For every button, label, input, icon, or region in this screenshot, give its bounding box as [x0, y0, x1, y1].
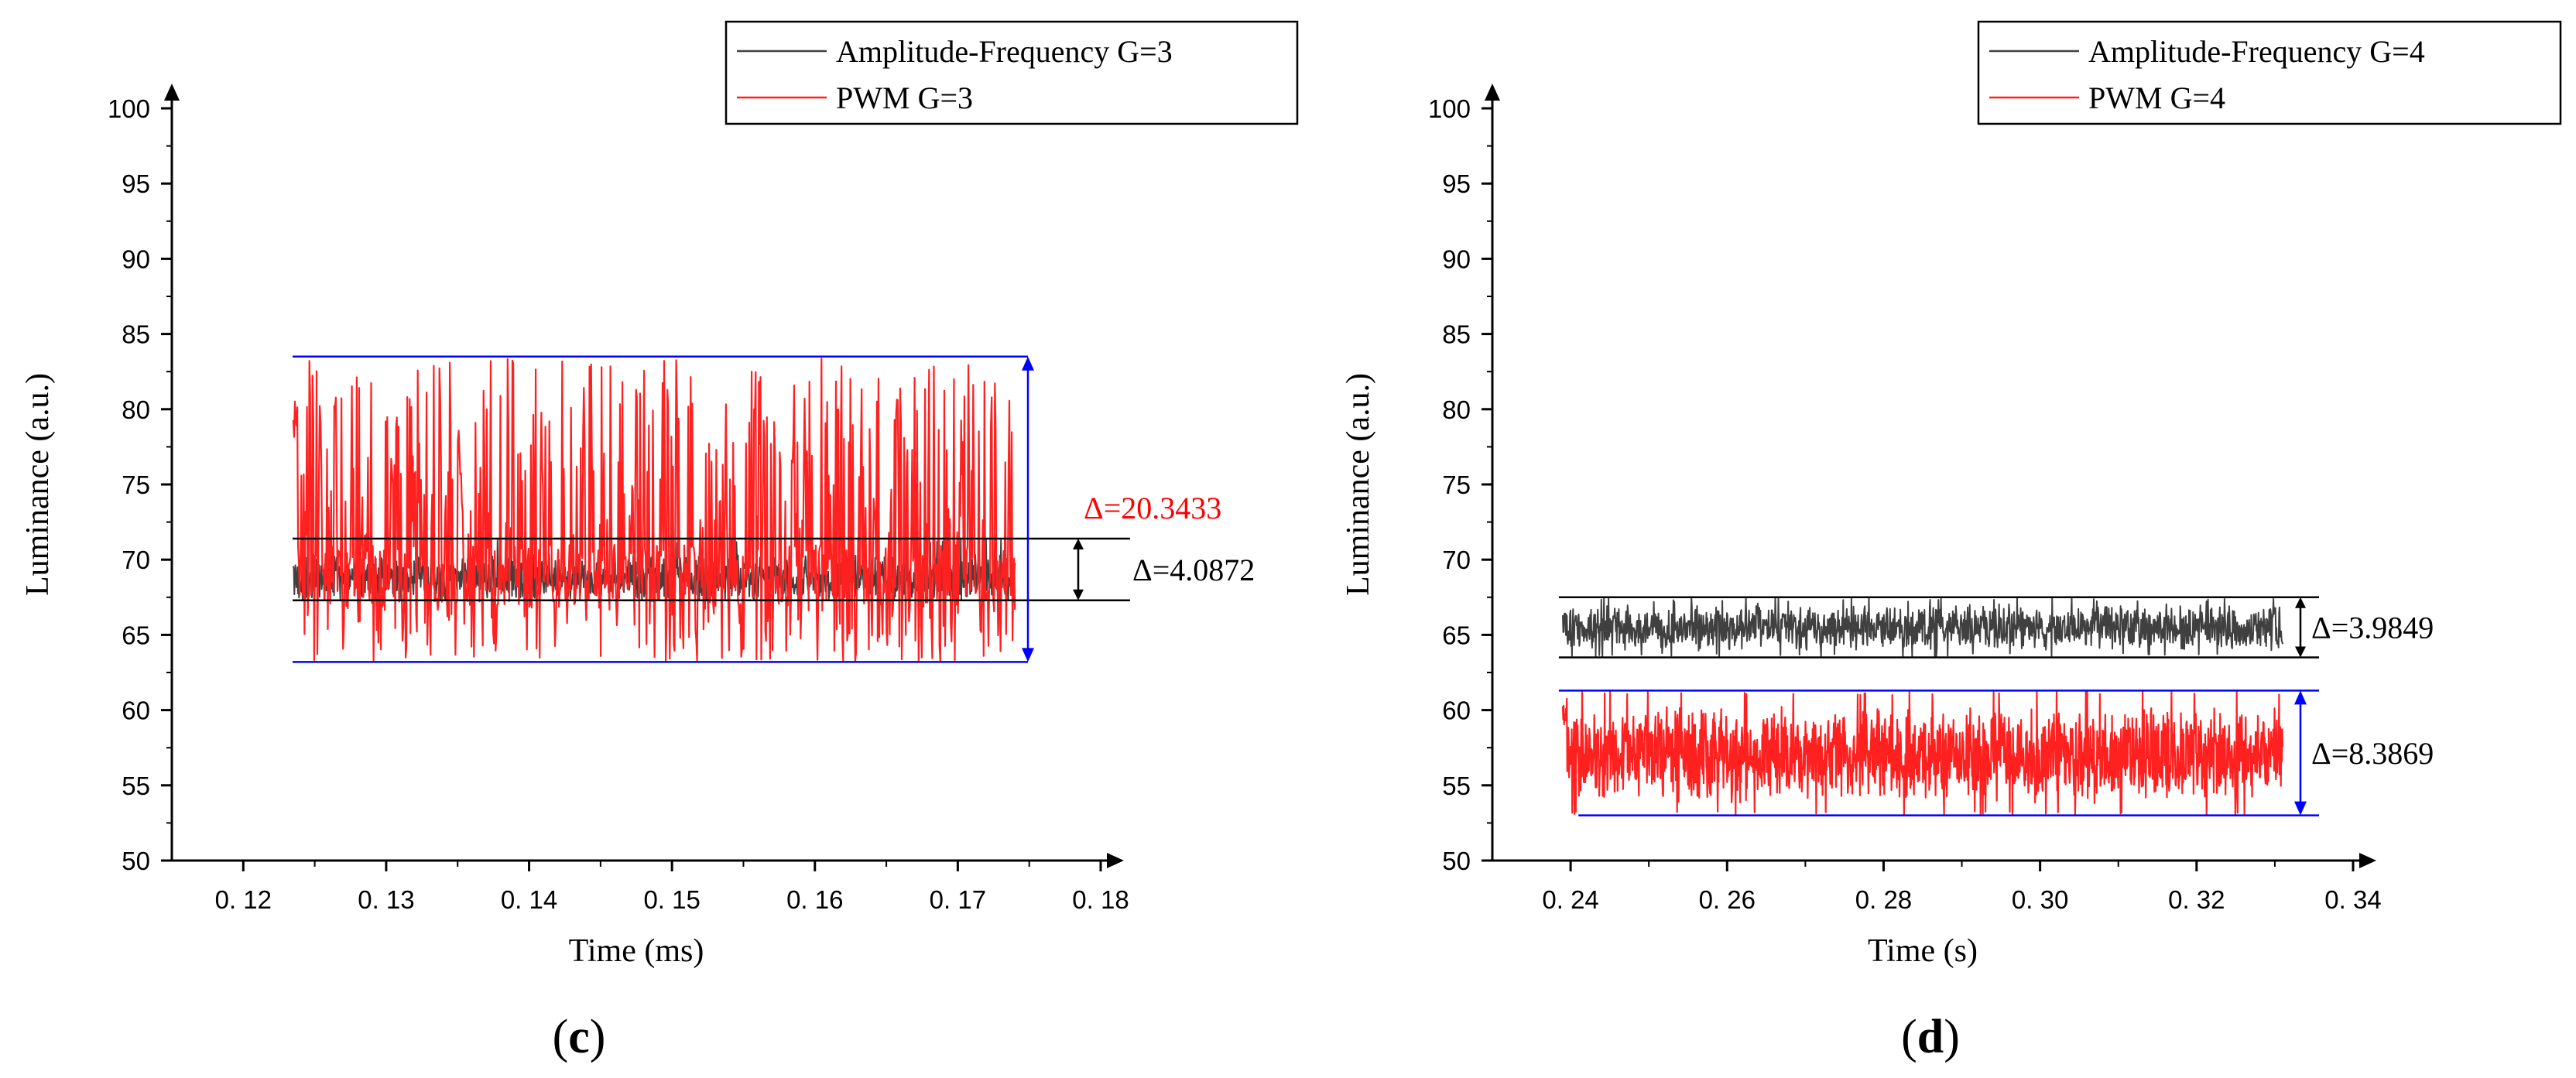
y-tick-label: 65: [1442, 621, 1471, 649]
series-line-amplitude-frequency: [1562, 596, 2283, 659]
y-tick-label: 95: [1442, 169, 1471, 198]
y-tick-label: 55: [122, 772, 150, 800]
delta-arrowhead-black-bottom: [2295, 646, 2306, 658]
series-line-pwm: [1561, 690, 2284, 816]
y-tick-label: 90: [1442, 245, 1471, 273]
x-tick-label: 0. 13: [358, 885, 414, 914]
x-tick-label: 0. 32: [2168, 885, 2225, 914]
y-tick-label: 100: [108, 94, 150, 123]
caption-paren-open: (: [1901, 1011, 1917, 1063]
y-axis-arrow: [1485, 84, 1500, 101]
y-tick-label: 100: [1428, 94, 1471, 123]
x-tick-label: 0. 18: [1072, 885, 1129, 914]
series-c: [292, 358, 1016, 663]
caption-paren-close: ): [590, 1011, 606, 1063]
legend-box: [724, 20, 1299, 125]
y-tick-label: 85: [122, 320, 150, 349]
series-line-pwm: [292, 358, 1016, 663]
y-tick-label: 80: [122, 395, 150, 424]
legend-d: Amplitude-Frequency G=4 PWM G=4: [1977, 20, 2562, 125]
reference-lines-d: Δ=3.9849 Δ=8.3869: [1558, 596, 2434, 816]
y-tick-label: 55: [1442, 772, 1471, 800]
y-tick-label: 75: [122, 471, 150, 499]
caption-letter: c: [568, 1011, 590, 1063]
y-tick-label: 95: [122, 169, 150, 198]
x-tick-label: 0. 12: [215, 885, 272, 914]
caption-paren-open: (: [553, 1011, 569, 1063]
x-axis-label-c: Time (ms): [569, 933, 704, 969]
legend-box: [1977, 20, 2562, 125]
x-tick-label: 0. 16: [786, 885, 843, 914]
legend-label: Amplitude-Frequency G=3: [836, 34, 1173, 69]
chart-panel-c: 50 55 60 65 70 75 80 85 90 95 100 0. 12 0. 13 0. 14 0.…: [20, 20, 1299, 1063]
caption-c: (c): [553, 1011, 606, 1063]
y-tick-label: 85: [1442, 320, 1471, 349]
x-tick-label: 0. 15: [643, 885, 700, 914]
caption-d: (d): [1901, 1011, 1960, 1063]
y-tick-label: 50: [122, 847, 150, 875]
delta-label-amplitude: Δ=4.0872: [1132, 553, 1255, 587]
x-axis-label-d: Time (s): [1868, 933, 1978, 969]
x-tick-label: 0. 14: [501, 885, 557, 914]
y-axis-arrow: [164, 84, 180, 101]
x-tick-label: 0. 26: [1699, 885, 1756, 914]
delta-arrowhead-blue-bottom: [2294, 801, 2307, 816]
y-tick-label: 70: [1442, 546, 1471, 574]
x-tick-label: 0. 17: [930, 885, 986, 914]
delta-arrowhead-blue-top: [1022, 356, 1034, 371]
delta-label-pwm: Δ=8.3869: [2311, 736, 2434, 771]
x-tick-label: 0. 34: [2324, 885, 2381, 914]
axes-d: 50 55 60 65 70 75 80 85 90 95 100 0. 24 0. 26 0. 28 0.…: [1428, 84, 2382, 914]
chart-panel-d: 50 55 60 65 70 75 80 85 90 95 100 0. 24 0. 26 0. 28 0.…: [1341, 20, 2562, 1063]
caption-letter: d: [1917, 1011, 1944, 1063]
caption-paren-close: ): [1944, 1011, 1960, 1063]
legend-c: Amplitude-Frequency G=3 PWM G=3: [724, 20, 1299, 125]
series-d: [1561, 596, 2284, 816]
legend-label: PWM G=3: [836, 80, 973, 115]
y-tick-label: 70: [122, 546, 150, 574]
delta-arrowhead-blue-top: [2294, 690, 2307, 705]
delta-arrowhead-black-top: [1073, 538, 1084, 549]
delta-label-amplitude: Δ=3.9849: [2311, 611, 2434, 645]
x-tick-label: 0. 28: [1855, 885, 1912, 914]
delta-arrowhead-black-top: [2295, 597, 2306, 608]
y-tick-label: 90: [122, 245, 150, 273]
x-tick-label: 0. 30: [2012, 885, 2068, 914]
delta-arrowhead-blue-bottom: [1022, 648, 1034, 662]
x-axis-arrow: [1107, 853, 1124, 868]
y-tick-label: 50: [1442, 847, 1471, 875]
legend-label: PWM G=4: [2088, 80, 2225, 115]
reference-lines-c: Δ=4.0872 Δ=20.3433: [293, 355, 1255, 663]
y-tick-label: 65: [122, 621, 150, 649]
delta-arrowhead-black-bottom: [1073, 589, 1084, 601]
y-axis-label-c: Luminance (a.u.): [20, 373, 56, 596]
legend-label: Amplitude-Frequency G=4: [2088, 34, 2425, 69]
y-tick-label: 75: [1442, 471, 1471, 499]
delta-label-pwm: Δ=20.3433: [1084, 491, 1221, 525]
y-tick-label: 80: [1442, 395, 1471, 424]
axes-c: 50 55 60 65 70 75 80 85 90 95 100 0. 12 0. 13 0. 14 0.…: [108, 84, 1129, 914]
x-axis-arrow: [2359, 853, 2376, 868]
x-tick-label: 0. 24: [1542, 885, 1598, 914]
y-tick-label: 60: [1442, 696, 1471, 725]
y-tick-label: 60: [122, 696, 150, 725]
y-axis-label-d: Luminance (a.u.): [1341, 373, 1376, 596]
